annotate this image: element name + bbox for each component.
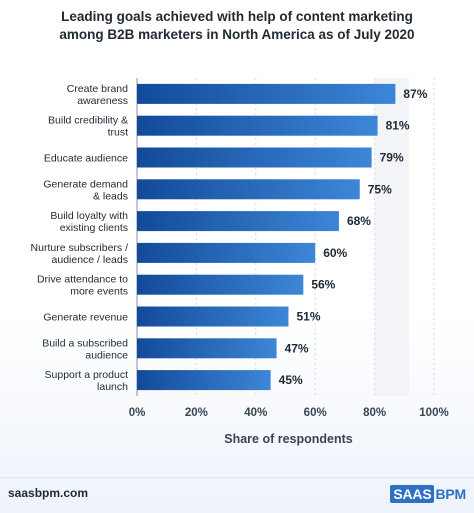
bar-4 bbox=[137, 179, 360, 200]
x-tick-label-60: 60% bbox=[304, 407, 327, 419]
value-label-3: 79% bbox=[380, 151, 404, 165]
category-label-1: Create brand awareness bbox=[67, 83, 128, 107]
chart-title-line-2: among B2B marketers in North America as … bbox=[59, 27, 415, 42]
logo-part-1: SAAS bbox=[390, 485, 435, 503]
category-label-6: Nurture subscribers / audience / leads bbox=[31, 242, 129, 266]
x-axis-title: Share of respondents bbox=[224, 432, 353, 446]
bar-8 bbox=[137, 306, 289, 327]
highlight-band bbox=[374, 78, 409, 396]
bar-10 bbox=[137, 370, 271, 391]
value-label-5: 68% bbox=[347, 214, 371, 228]
logo-part-2: BPM bbox=[435, 486, 466, 502]
x-tick-label-20: 20% bbox=[185, 407, 208, 419]
value-label-4: 75% bbox=[368, 182, 392, 196]
bar-3 bbox=[137, 147, 372, 168]
value-label-2: 81% bbox=[386, 119, 410, 133]
category-label-3: Educate audience bbox=[44, 153, 128, 165]
chart-title-line-1: Leading goals achieved with help of cont… bbox=[61, 9, 413, 24]
bar-9 bbox=[137, 338, 277, 359]
x-tick-label-80: 80% bbox=[363, 407, 386, 419]
category-label-8: Generate revenue bbox=[43, 312, 128, 324]
bar-5 bbox=[137, 211, 339, 232]
x-tick-label-100: 100% bbox=[419, 407, 448, 419]
x-tick-label-40: 40% bbox=[244, 407, 267, 419]
bar-chart: 87% Create brand awareness 81% Build credibi… bbox=[31, 78, 449, 446]
x-tick-label-0: 0% bbox=[129, 407, 146, 419]
bar-6 bbox=[137, 242, 316, 263]
value-label-7: 56% bbox=[311, 278, 335, 292]
category-label-7: Drive attendance to more events bbox=[37, 274, 128, 298]
value-label-6: 60% bbox=[323, 246, 347, 260]
value-label-10: 45% bbox=[279, 373, 303, 387]
bar-2 bbox=[137, 115, 378, 136]
chart-title: Leading goals achieved with help of cont… bbox=[20, 8, 454, 44]
category-label-5: Build loyalty with existing clients bbox=[50, 210, 128, 234]
category-label-9: Build a subscribed audience bbox=[42, 337, 128, 361]
footer-url[interactable]: saasbpm.com bbox=[8, 486, 89, 500]
category-label-4: Generate demand & leads bbox=[43, 178, 128, 202]
brand-logo: SAAS BPM bbox=[390, 485, 466, 503]
value-label-8: 51% bbox=[296, 310, 320, 324]
value-label-1: 87% bbox=[403, 87, 427, 101]
category-label-2: Build credibility & trust bbox=[48, 115, 128, 139]
category-label-10: Support a product launch bbox=[45, 369, 129, 393]
bar-1 bbox=[137, 83, 396, 104]
value-label-9: 47% bbox=[285, 341, 309, 355]
footer-divider bbox=[0, 477, 474, 478]
bar-7 bbox=[137, 274, 304, 295]
